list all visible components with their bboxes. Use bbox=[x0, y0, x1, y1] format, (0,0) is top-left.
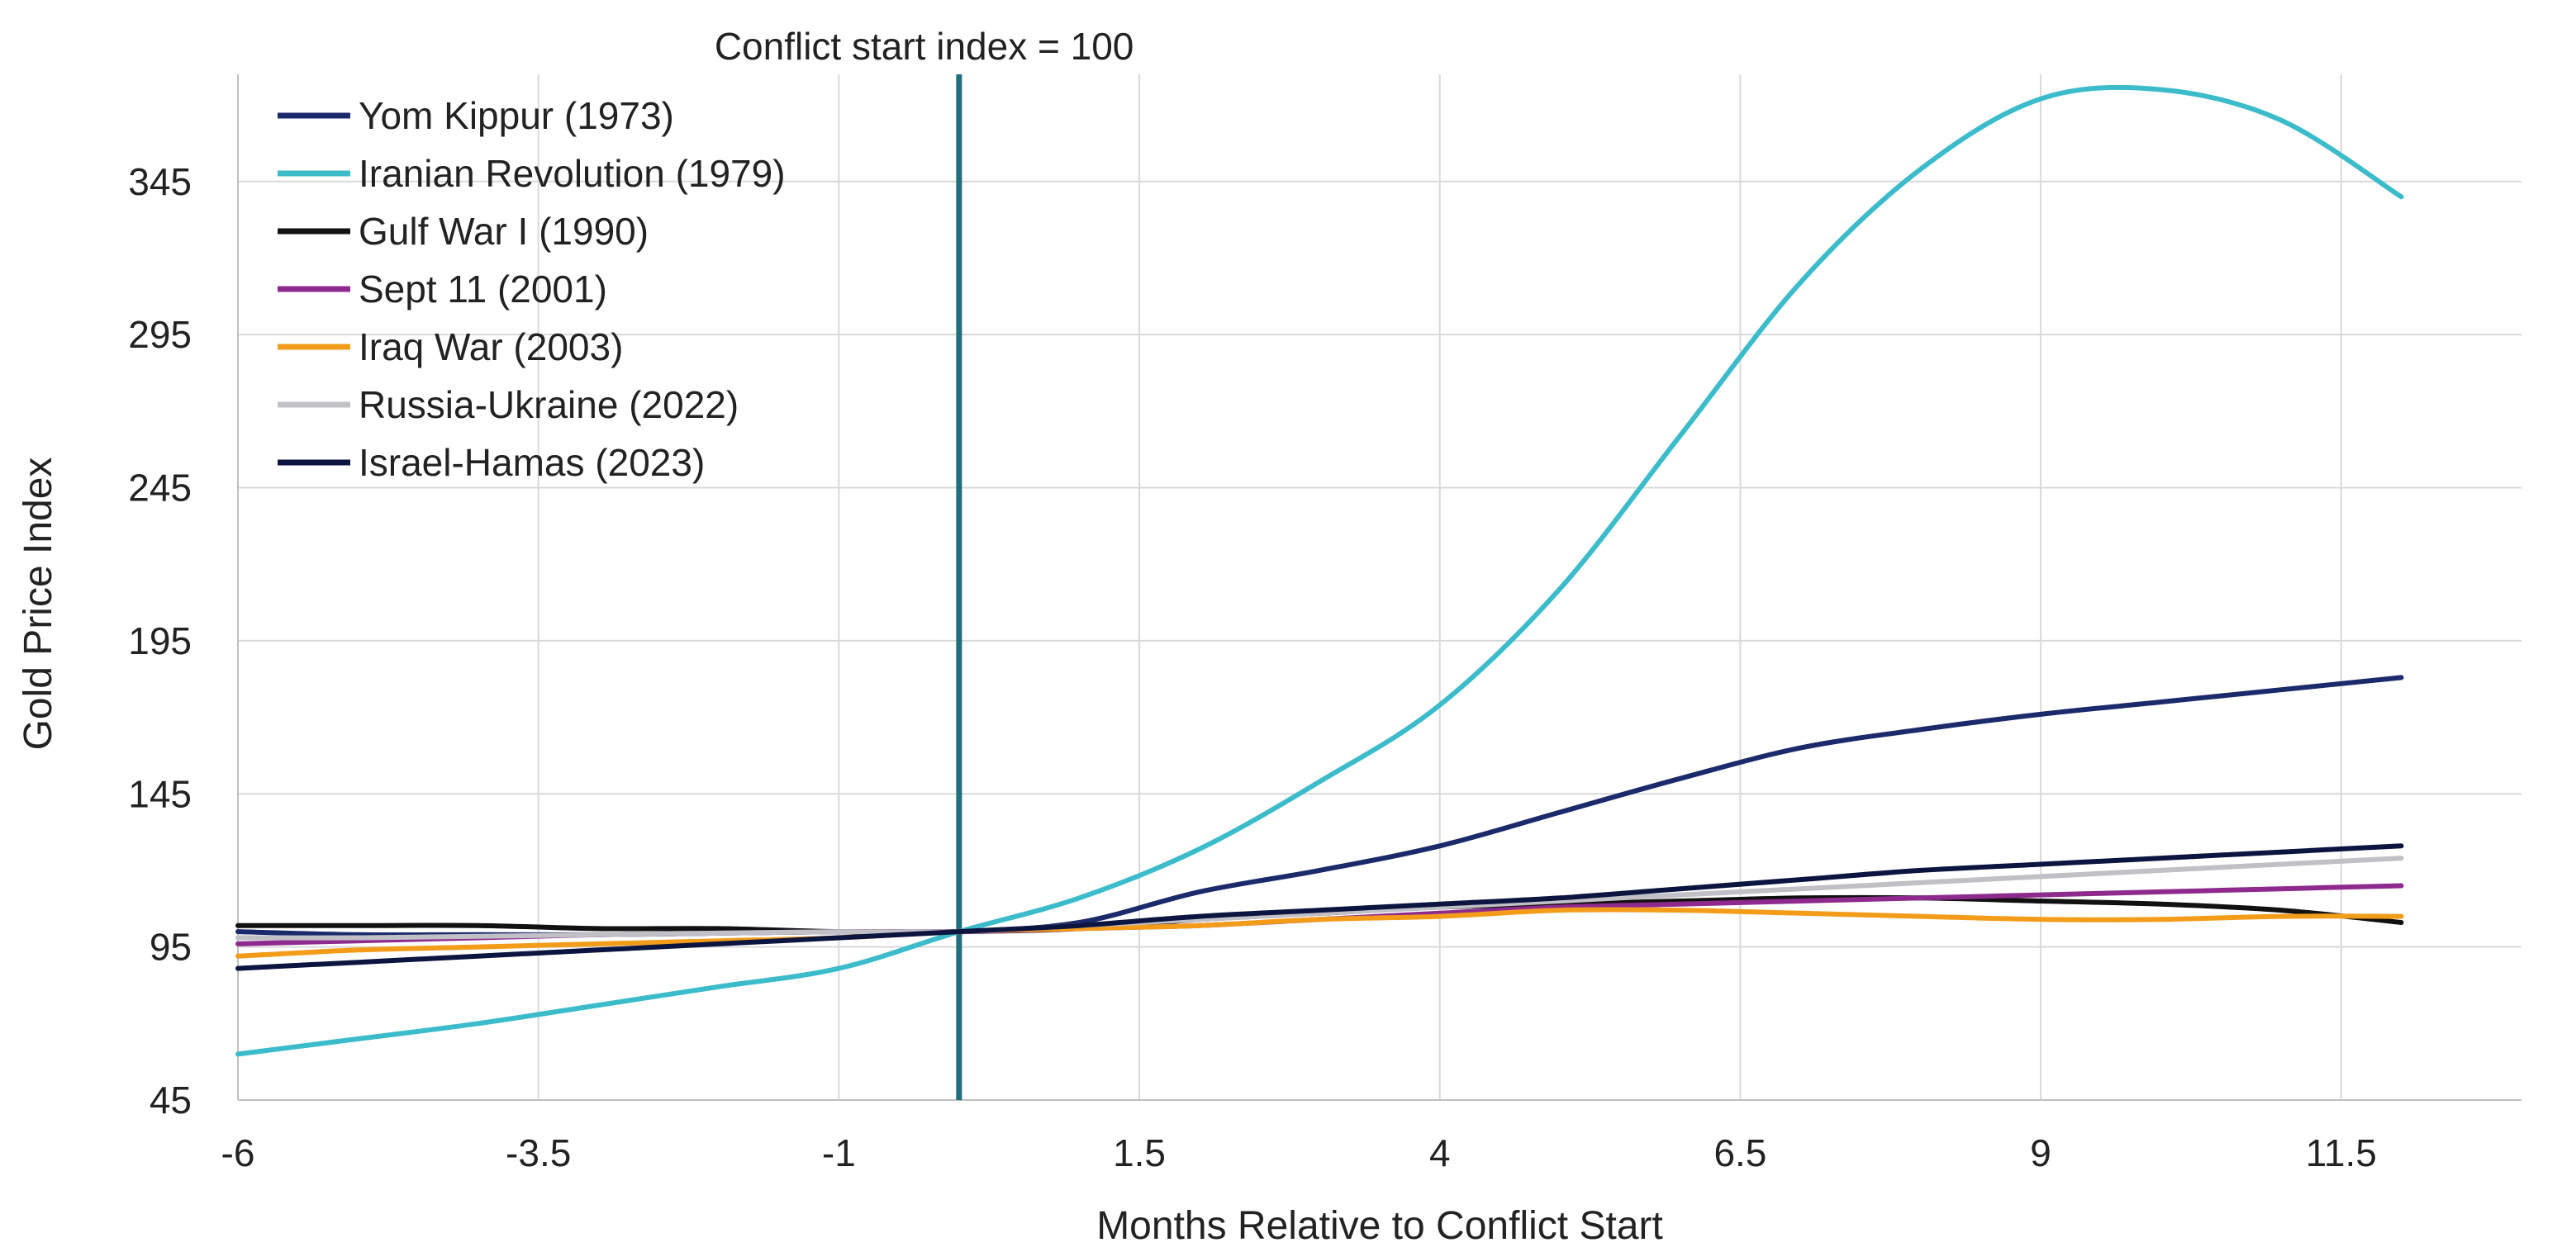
legend: Yom Kippur (1973) Iranian Revolution (197… bbox=[278, 94, 786, 484]
y-tick-label: 345 bbox=[128, 160, 192, 203]
y-tick-label: 145 bbox=[128, 772, 192, 815]
y-tick-label: 245 bbox=[128, 467, 192, 510]
x-tick-label: -1 bbox=[822, 1131, 856, 1174]
series-line-iraq-war-2003 bbox=[235, 907, 2404, 959]
series-line-russia-ukraine-2022 bbox=[235, 856, 2404, 941]
legend-label: Iraq War (2003) bbox=[359, 325, 623, 368]
y-tick-label: 295 bbox=[128, 313, 192, 356]
x-tick-label: -6 bbox=[221, 1131, 255, 1174]
series-lines bbox=[235, 84, 2404, 1057]
y-tick-labels: 45 95 145 195 245 295 345 bbox=[128, 160, 192, 1122]
y-tick-label: 195 bbox=[128, 619, 192, 662]
legend-label: Russia-Ukraine (2022) bbox=[359, 383, 739, 426]
x-tick-label: 11.5 bbox=[2306, 1131, 2377, 1174]
x-tick-label: -3.5 bbox=[506, 1131, 571, 1174]
series-line-israel-hamas-2023 bbox=[235, 843, 2404, 971]
series-line-iranian-revolution-1979 bbox=[235, 84, 2404, 1057]
legend-label: Israel-Hamas (2023) bbox=[359, 441, 705, 484]
conflict-start-annotation: Conflict start index = 100 bbox=[715, 25, 1134, 68]
legend-label: Sept 11 (2001) bbox=[359, 268, 607, 311]
y-axis-title: Gold Price Index bbox=[17, 458, 60, 751]
x-tick-labels: -6 -3.5 -1 1.5 4 6.5 9 11.5 bbox=[221, 1131, 2377, 1174]
x-tick-label: 4 bbox=[1429, 1131, 1451, 1174]
axes bbox=[237, 74, 2521, 1101]
legend-label: Gulf War I (1990) bbox=[359, 210, 649, 253]
x-tick-label: 6.5 bbox=[1713, 1131, 1766, 1174]
y-tick-label: 45 bbox=[150, 1079, 192, 1122]
y-tick-label: 95 bbox=[150, 926, 192, 969]
legend-label: Iranian Revolution (1979) bbox=[359, 152, 786, 195]
legend-label: Yom Kippur (1973) bbox=[359, 94, 674, 137]
x-axis-title: Months Relative to Conflict Start bbox=[1096, 1204, 1663, 1248]
x-tick-label: 1.5 bbox=[1113, 1131, 1166, 1174]
x-tick-label: 9 bbox=[2030, 1131, 2051, 1174]
